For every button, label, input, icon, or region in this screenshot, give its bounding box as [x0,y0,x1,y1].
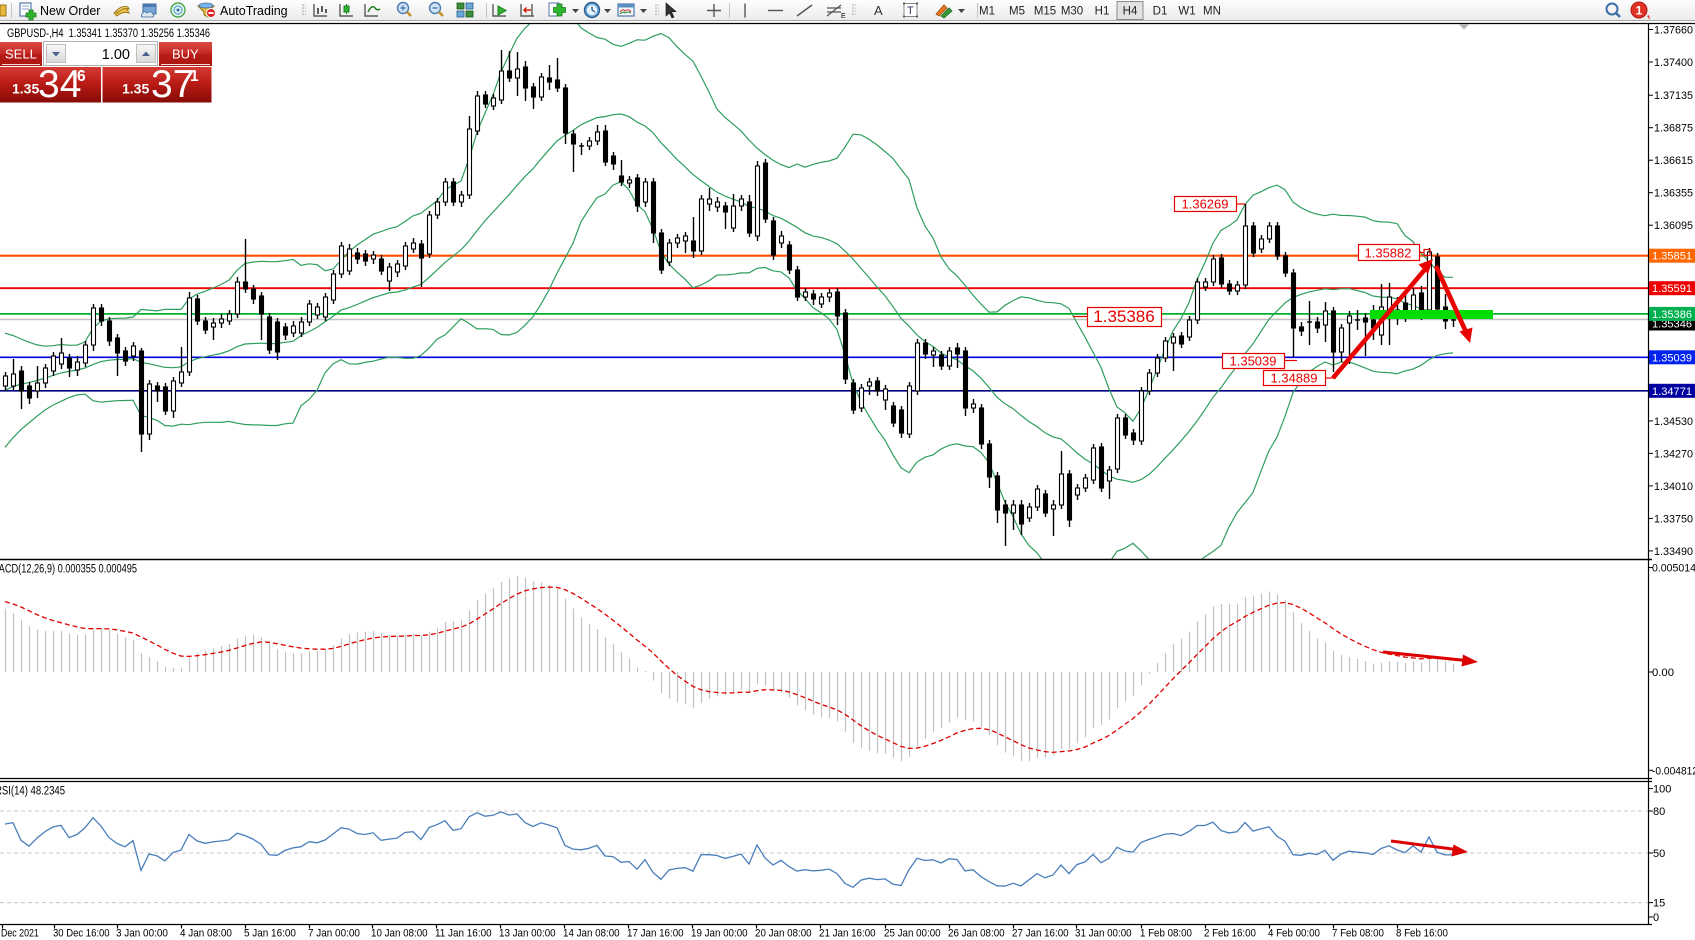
svg-text:2 Feb 16:00: 2 Feb 16:00 [1204,928,1256,940]
svg-text:0.00: 0.00 [1652,667,1674,679]
svg-text:5 Jan 16:00: 5 Jan 16:00 [244,928,296,940]
svg-text:1.34771: 1.34771 [1652,386,1692,398]
svg-text:1.36875: 1.36875 [1654,123,1693,135]
svg-text:1.36269: 1.36269 [1182,197,1229,212]
svg-text:1.35039: 1.35039 [1230,354,1277,369]
svg-text:21 Jan 16:00: 21 Jan 16:00 [819,928,876,940]
svg-text:1.37660: 1.37660 [1654,25,1693,37]
svg-text:1.33750: 1.33750 [1654,513,1693,525]
svg-text:4 Jan 08:00: 4 Jan 08:00 [180,928,232,940]
svg-text:M1: M1 [979,6,995,18]
svg-text:E: E [841,13,846,20]
svg-text:Dec 2021: Dec 2021 [1,928,39,940]
svg-text:19 Jan 00:00: 19 Jan 00:00 [691,928,748,940]
svg-text:80: 80 [1653,806,1665,818]
svg-text:15: 15 [1653,898,1665,910]
svg-text:BUY: BUY [172,47,199,62]
svg-text:17 Jan 16:00: 17 Jan 16:00 [627,928,684,940]
svg-text:D1: D1 [1153,6,1168,18]
svg-text:7 Jan 00:00: 7 Jan 00:00 [308,928,360,940]
svg-text:50: 50 [1653,848,1665,860]
svg-text:1.37400: 1.37400 [1654,57,1693,69]
svg-text:13 Jan 00:00: 13 Jan 00:00 [499,928,556,940]
svg-text:30 Dec 16:00: 30 Dec 16:00 [53,928,110,940]
svg-text:1.35: 1.35 [12,81,39,97]
svg-text:11 Jan 16:00: 11 Jan 16:00 [435,928,492,940]
svg-text:1.36615: 1.36615 [1654,155,1693,167]
svg-text:SELL: SELL [5,47,37,62]
svg-text:1.35346: 1.35346 [1652,319,1692,331]
svg-text:31 Jan 00:00: 31 Jan 00:00 [1075,928,1132,940]
svg-text:1 Feb 08:00: 1 Feb 08:00 [1140,928,1192,940]
svg-text:1.35591: 1.35591 [1652,283,1692,295]
svg-text:1.36355: 1.36355 [1654,188,1693,200]
svg-text:1.35386: 1.35386 [1652,309,1692,321]
svg-text:1.37135: 1.37135 [1654,90,1693,102]
svg-text:20 Jan 08:00: 20 Jan 08:00 [755,928,812,940]
svg-text:T: T [907,5,914,17]
svg-text:-0.004812: -0.004812 [1652,765,1695,777]
svg-text:0.005014: 0.005014 [1652,563,1695,575]
svg-text:1.36095: 1.36095 [1654,220,1693,232]
svg-text:1: 1 [190,68,199,85]
svg-text:14 Jan 08:00: 14 Jan 08:00 [563,928,620,940]
svg-text:1.33490: 1.33490 [1654,546,1693,558]
svg-text:1.35: 1.35 [122,81,149,97]
svg-text:7 Feb 08:00: 7 Feb 08:00 [1332,928,1384,940]
svg-text:GBPUSD-,H4 1.35341 1.35370 1.: GBPUSD-,H4 1.35341 1.35370 1.35256 1.353… [7,28,210,40]
svg-text:1.34889: 1.34889 [1271,371,1318,386]
svg-text:25 Jan 00:00: 25 Jan 00:00 [884,928,941,940]
svg-text:M5: M5 [1009,6,1025,18]
svg-text:0: 0 [1653,912,1659,924]
svg-text:27 Jan 16:00: 27 Jan 16:00 [1012,928,1069,940]
svg-text:1.35851: 1.35851 [1652,251,1692,263]
svg-text:AutoTrading: AutoTrading [220,4,288,18]
svg-text:A: A [874,3,883,18]
svg-text:3 Jan 00:00: 3 Jan 00:00 [116,928,168,940]
svg-text:1.35882: 1.35882 [1365,246,1412,261]
svg-text:1.34530: 1.34530 [1654,416,1693,428]
svg-text:1.35039: 1.35039 [1652,352,1692,364]
svg-text:New Order: New Order [40,4,100,18]
svg-text:10 Jan 08:00: 10 Jan 08:00 [371,928,428,940]
svg-text:1.00: 1.00 [102,47,130,63]
svg-text:26 Jan 08:00: 26 Jan 08:00 [948,928,1005,940]
svg-text:M15: M15 [1034,6,1056,18]
svg-text:H1: H1 [1095,6,1110,18]
svg-text:4 Feb 00:00: 4 Feb 00:00 [1268,928,1320,940]
svg-text:1: 1 [1636,4,1643,18]
svg-text:RSI(14) 48.2345: RSI(14) 48.2345 [0,786,65,798]
svg-text:W1: W1 [1178,6,1195,18]
svg-text:H4: H4 [1123,6,1138,18]
svg-text:34: 34 [38,63,81,106]
svg-text:100: 100 [1653,784,1671,796]
svg-text:1.34010: 1.34010 [1654,481,1693,493]
svg-text:8 Feb 16:00: 8 Feb 16:00 [1396,928,1448,940]
svg-text:MN: MN [1203,6,1221,18]
svg-text:1.35386: 1.35386 [1093,307,1154,326]
svg-text:6: 6 [77,68,86,85]
svg-text:37: 37 [151,63,194,106]
svg-text:M30: M30 [1061,6,1083,18]
svg-text:1.34270: 1.34270 [1654,448,1693,460]
svg-text:MACD(12,26,9) 0.000355 0.00049: MACD(12,26,9) 0.000355 0.000495 [0,564,137,576]
